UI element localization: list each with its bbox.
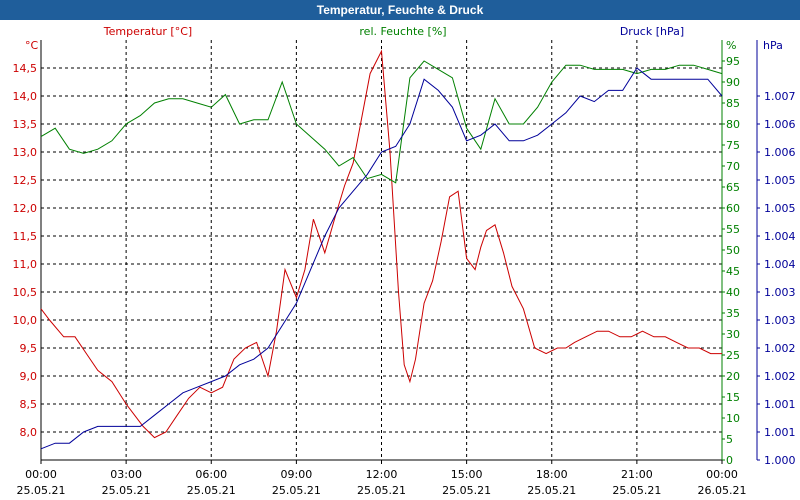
- pressure-tick-label: 1.003: [764, 286, 796, 299]
- x-tick-date: 25.05.21: [102, 484, 151, 497]
- humidity-tick-label: 80: [726, 118, 740, 131]
- x-tick-time: 03:00: [110, 468, 142, 481]
- humidity-tick-label: 40: [726, 286, 740, 299]
- temperature-tick-label: 12,5: [13, 174, 38, 187]
- humidity-tick-label: 30: [726, 328, 740, 341]
- x-tick-time: 06:00: [195, 468, 227, 481]
- x-tick-date: 26.05.21: [698, 484, 747, 497]
- pressure-tick-label: 1.003: [764, 314, 796, 327]
- humidity-tick-label: 60: [726, 202, 740, 215]
- pressure-axis: hPa 1.000 1.001 1.001 1.002 1.002 1.003 1.003 1.…: [757, 39, 796, 467]
- temperature-tick-label: 14,5: [13, 62, 38, 75]
- pressure-tick-label: 1.001: [764, 398, 796, 411]
- x-tick-time: 00:00: [706, 468, 738, 481]
- x-tick-date: 25.05.21: [527, 484, 576, 497]
- pressure-tick-label: 1.006: [764, 118, 796, 131]
- humidity-tick-label: 5: [726, 433, 733, 446]
- x-tick-time: 15:00: [451, 468, 483, 481]
- pressure-tick-label: 1.002: [764, 342, 796, 355]
- pressure-tick-label: 1.007: [764, 90, 796, 103]
- plot-frame: [40, 40, 758, 461]
- humidity-tick-label: 65: [726, 181, 740, 194]
- humidity-tick-label: 45: [726, 265, 740, 278]
- x-tick-time: 21:00: [621, 468, 653, 481]
- pressure-tick-label: 1.001: [764, 426, 796, 439]
- humidity-tick-label: 15: [726, 391, 740, 404]
- temperature-tick-label: 10,5: [13, 286, 38, 299]
- temperature-tick-label: 8,0: [20, 426, 38, 439]
- humidity-tick-label: 20: [726, 370, 740, 383]
- temperature-tick-label: 8,5: [20, 398, 38, 411]
- pressure-tick-label: 1.002: [764, 370, 796, 383]
- x-tick-date: 25.05.21: [187, 484, 236, 497]
- series-line-temperature: [40, 49, 722, 439]
- legend-humidity: rel. Feuchte [%]: [359, 25, 446, 38]
- legend: Temperatur [°C] rel. Feuchte [%] Druck [hP…: [103, 25, 684, 38]
- x-tick-date: 25.05.21: [357, 484, 406, 497]
- pressure-unit: hPa: [763, 39, 783, 52]
- x-tick-time: 09:00: [281, 468, 313, 481]
- humidity-tick-label: 35: [726, 307, 740, 320]
- x-tick-date: 25.05.21: [272, 484, 321, 497]
- legend-temperature: Temperatur [°C]: [103, 25, 192, 38]
- series-line-pressure: [40, 67, 723, 450]
- pressure-tick-label: 1.005: [764, 174, 796, 187]
- pressure-tick-label: 1.006: [764, 146, 796, 159]
- x-tick-time: 18:00: [536, 468, 568, 481]
- temperature-tick-label: 14,0: [13, 90, 38, 103]
- humidity-tick-label: 25: [726, 349, 740, 362]
- chart-title: Temperatur, Feuchte & Druck: [0, 0, 800, 20]
- humidity-tick-label: 95: [726, 55, 740, 68]
- humidity-axis: % 0 5 10 15 20 25 30 35 40 45 50 55 60 65 70 75 80 85 90 95: [722, 39, 740, 467]
- temperature-tick-label: 9,5: [20, 342, 38, 355]
- temperature-tick-label: 11,0: [13, 258, 38, 271]
- x-tick-date: 25.05.21: [612, 484, 661, 497]
- pressure-tick-label: 1.000: [764, 454, 796, 467]
- series-line-humidity: [40, 60, 723, 184]
- temperature-tick-label: 11,5: [13, 230, 38, 243]
- humidity-tick-label: 10: [726, 412, 740, 425]
- x-tick-time: 00:00: [25, 468, 57, 481]
- humidity-tick-label: 55: [726, 223, 740, 236]
- temperature-tick-label: 10,0: [13, 314, 38, 327]
- pressure-tick-label: 1.004: [764, 230, 796, 243]
- humidity-tick-label: 90: [726, 76, 740, 89]
- pressure-tick-label: 1.005: [764, 202, 796, 215]
- x-tick-date: 25.05.21: [17, 484, 66, 497]
- legend-pressure: Druck [hPa]: [620, 25, 684, 38]
- series: [40, 49, 723, 450]
- temperature-tick-label: 13,0: [13, 146, 38, 159]
- temperature-axis: °C 8,0 8,5 9,0 9,5 10,0 10,5 11,0 11,5 12,0 12,5 13…: [13, 39, 39, 439]
- x-axis: 00:00 25.05.21 03:00 25.05.21 06:00 25.05.21 0…: [17, 460, 747, 497]
- pressure-tick-label: 1.004: [764, 258, 796, 271]
- x-tick-time: 12:00: [366, 468, 398, 481]
- humidity-tick-label: 75: [726, 139, 740, 152]
- temperature-tick-label: 12,0: [13, 202, 38, 215]
- grid: [41, 40, 722, 460]
- humidity-tick-label: 0: [726, 454, 733, 467]
- temperature-tick-label: 9,0: [20, 370, 38, 383]
- humidity-tick-label: 50: [726, 244, 740, 257]
- x-tick-date: 25.05.21: [442, 484, 491, 497]
- temperature-tick-label: 13,5: [13, 118, 38, 131]
- humidity-tick-label: 85: [726, 97, 740, 110]
- humidity-tick-label: 70: [726, 160, 740, 173]
- temperature-unit: °C: [25, 39, 39, 52]
- humidity-unit: %: [726, 39, 736, 52]
